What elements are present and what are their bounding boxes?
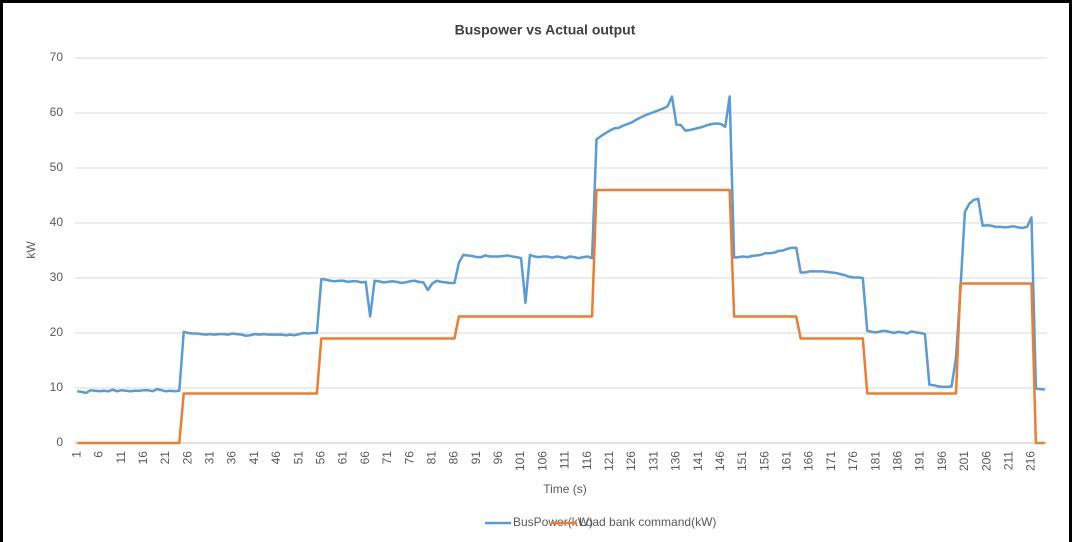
y-axis-label: kW (24, 241, 38, 259)
x-tick-label: 121 (602, 451, 616, 471)
x-tick-label: 96 (491, 451, 505, 465)
x-tick-label: 181 (868, 451, 882, 471)
x-tick-label: 136 (669, 451, 683, 471)
x-tick-label: 131 (646, 451, 660, 471)
x-tick-label: 186 (890, 451, 904, 471)
x-tick-label: 71 (380, 451, 394, 465)
x-tick-label: 56 (314, 451, 328, 465)
x-tick-label: 6 (92, 451, 106, 458)
x-tick-label: 16 (136, 451, 150, 465)
series-line (77, 188, 1045, 445)
x-tick-label: 171 (824, 451, 838, 471)
x-tick-label: 116 (580, 451, 594, 470)
x-tick-label: 81 (424, 451, 438, 465)
x-tick-label: 76 (402, 451, 416, 465)
y-tick-label: 40 (50, 215, 64, 229)
y-tick-label: 0 (56, 435, 63, 449)
x-tick-label: 196 (935, 451, 949, 471)
series-line (77, 95, 1045, 395)
x-tick-label: 151 (735, 451, 749, 471)
x-tick-label: 126 (624, 451, 638, 471)
x-tick-label: 26 (180, 451, 194, 465)
y-tick-label: 20 (50, 325, 64, 339)
x-tick-label: 21 (158, 451, 172, 465)
x-tick-label: 211 (1001, 451, 1015, 470)
x-axis-label: Time (s) (543, 482, 587, 496)
y-tick-label: 70 (50, 50, 64, 64)
x-tick-label: 31 (203, 451, 217, 465)
x-tick-label: 106 (535, 451, 549, 471)
y-tick-label: 60 (50, 105, 64, 119)
x-tick-label: 51 (291, 451, 305, 465)
x-tick-label: 191 (913, 451, 927, 471)
x-tick-label: 101 (513, 451, 527, 471)
y-tick-label: 50 (50, 160, 64, 174)
x-tick-label: 141 (691, 451, 705, 471)
x-tick-label: 1 (69, 451, 83, 458)
x-tick-label: 91 (469, 451, 483, 465)
x-tick-label: 111 (558, 451, 572, 470)
x-tick-label: 36 (225, 451, 239, 465)
x-tick-label: 166 (802, 451, 816, 471)
y-tick-label: 30 (50, 270, 64, 284)
x-tick-label: 161 (780, 451, 794, 471)
chart-title: Buspower vs Actual output (455, 22, 636, 38)
x-tick-label: 206 (979, 451, 993, 471)
x-tick-label: 66 (358, 451, 372, 465)
y-tick-label: 10 (50, 380, 64, 394)
x-tick-label: 176 (846, 451, 860, 471)
legend-label: Load bank command(kW) (579, 515, 716, 529)
x-tick-label: 11 (114, 451, 128, 464)
x-tick-label: 46 (269, 451, 283, 465)
x-tick-label: 86 (447, 451, 461, 465)
x-tick-label: 216 (1024, 451, 1038, 471)
x-tick-label: 61 (336, 451, 350, 465)
x-tick-label: 201 (957, 451, 971, 471)
x-tick-label: 41 (247, 451, 261, 465)
x-tick-label: 156 (757, 451, 771, 471)
x-tick-label: 146 (713, 451, 727, 471)
